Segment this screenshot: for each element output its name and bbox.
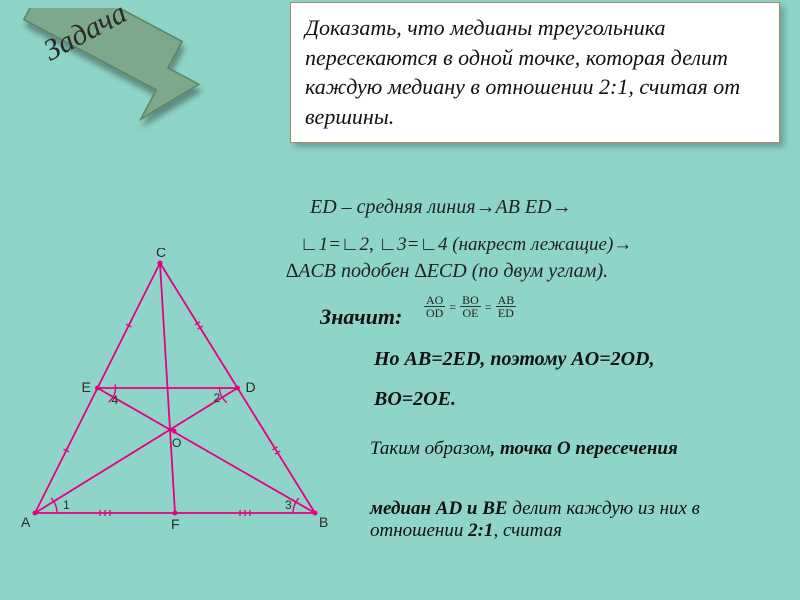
triangle-diagram: A B C D E F O 1 2 3 4: [10, 248, 360, 548]
svg-text:1: 1: [63, 498, 70, 512]
svg-text:4: 4: [112, 393, 119, 407]
equals-1: =: [449, 301, 456, 313]
svg-text:E: E: [82, 379, 91, 395]
frac2-den: OE: [460, 307, 480, 319]
svg-text:B: B: [319, 514, 328, 530]
svg-text:D: D: [246, 379, 256, 395]
conclusion-2: медиан AD и BE делит каждую из них в отн…: [370, 498, 790, 542]
task-badge: Задача: [8, 8, 248, 138]
conclusion-2c: 2:1: [468, 520, 493, 541]
proof-line-2: ∟1=∟2, ∟3=∟4 (накрест лежащие)→: [300, 234, 790, 256]
svg-text:A: A: [21, 514, 31, 530]
svg-text:O: O: [172, 436, 181, 450]
bold-line-2: BO=2OE.: [374, 388, 456, 411]
conclusion-1a: Таким образом: [370, 438, 491, 459]
svg-text:F: F: [171, 516, 180, 532]
problem-text: Доказать, что медианы треугольника перес…: [305, 13, 765, 132]
equals-2: =: [485, 301, 492, 313]
conclusion-1: Таким образом, точка О пересечения: [370, 438, 780, 460]
proof-line-1: ED – средняя линия→AB ED→: [310, 196, 572, 219]
frac3-den: ED: [496, 307, 516, 319]
bold-line-1: Но AB=2ED, поэтому AO=2OD,: [374, 348, 655, 371]
frac1-den: OD: [424, 307, 445, 319]
ratio-equation: AOOD = BOOE = ABED: [424, 294, 516, 319]
svg-text:3: 3: [285, 498, 292, 512]
conclusion-2a: медиан AD и BE: [370, 498, 508, 519]
conclusion-2d: , считая: [493, 520, 562, 541]
svg-text:2: 2: [214, 391, 221, 405]
conclusion-1b: , точка О пересечения: [491, 438, 678, 459]
svg-text:C: C: [156, 248, 166, 260]
problem-box: Доказать, что медианы треугольника перес…: [290, 2, 780, 143]
